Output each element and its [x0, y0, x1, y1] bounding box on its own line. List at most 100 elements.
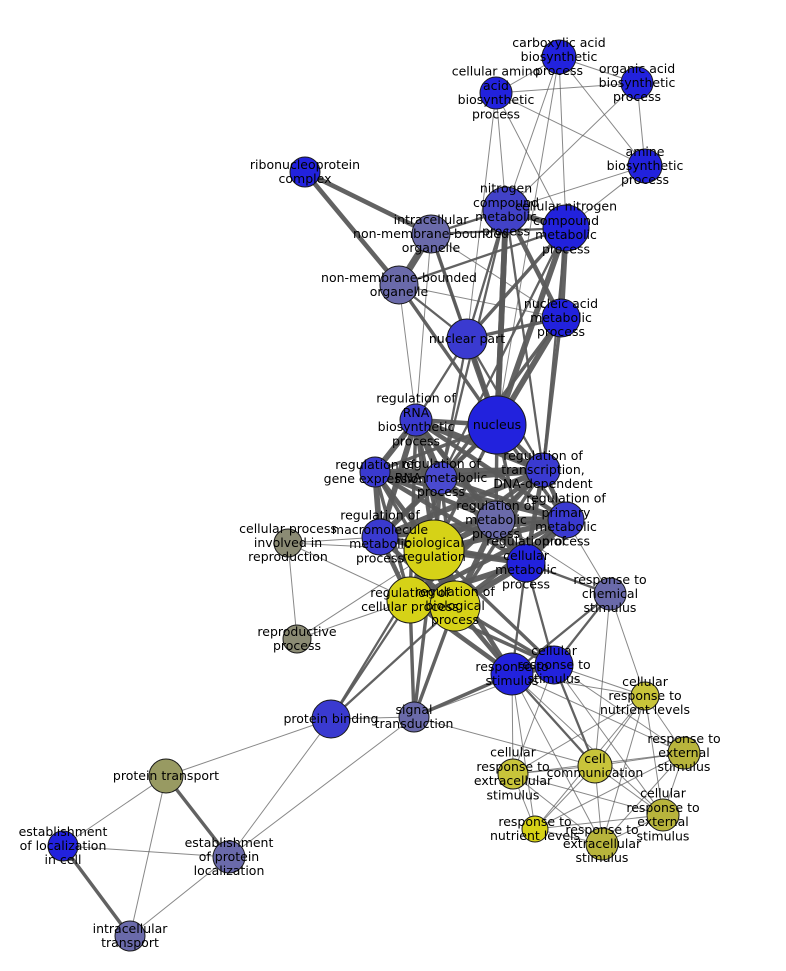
- graph-node-nuclear-part[interactable]: nuclear part: [446, 318, 488, 360]
- graph-node-cellular-nitrogen-compound-metabolic-process[interactable]: cellular nitrogen compound metabolic pro…: [542, 204, 590, 252]
- graph-node-label: protein transport: [113, 768, 219, 783]
- graph-node-regulation-of-biological-process[interactable]: regulation of biological process: [429, 580, 481, 632]
- graph-node-label: cellular nitrogen compound metabolic proces…: [515, 198, 617, 256]
- graph-node-cellular-response-to-extracellular-stimulus[interactable]: cellular response to extracellular stimu…: [497, 758, 529, 790]
- graph-node-label: reproductive process: [257, 623, 337, 652]
- graph-edge: [439, 337, 469, 480]
- graph-node-label: non-membrane-bounded organelle: [321, 269, 477, 298]
- graph-edge: [302, 169, 402, 288]
- graph-edge: [644, 695, 664, 816]
- graph-node-label: cellular process involved in reproduction: [239, 520, 337, 563]
- graph-node-label: nuclear part: [429, 331, 505, 346]
- graph-node-biological-regulation[interactable]: biological regulation: [403, 519, 465, 581]
- graph-node-label: amine biosynthetic process: [607, 143, 684, 186]
- graph-node-response-to-extracellular-stimulus[interactable]: response to extracellular stimulus: [585, 827, 619, 861]
- graph-edge: [511, 673, 685, 754]
- graph-edge: [129, 775, 167, 937]
- graph-edge: [398, 284, 417, 421]
- graph-edge: [228, 718, 332, 858]
- graph-edge: [511, 673, 603, 845]
- graph-node-regulation-of-rna-biosynthetic-process[interactable]: regulation of RNA biosynthetic process: [399, 403, 433, 437]
- graph-node-label: response to external stimulus: [647, 730, 720, 773]
- graph-node-protein-transport[interactable]: protein transport: [148, 758, 184, 794]
- graph-node-non-membrane-bounded-organelle[interactable]: non-membrane-bounded organelle: [379, 265, 419, 305]
- graph-edge: [594, 593, 611, 767]
- graph-edge: [609, 593, 646, 697]
- graph-node-intracellular-non-membrane-bounded-organelle[interactable]: intracellular non-membrane-bounded organ…: [411, 214, 451, 254]
- graph-edge: [430, 233, 562, 319]
- graph-node-response-to-chemical-stimulus[interactable]: response to chemical stimulus: [593, 577, 627, 611]
- graph-node-cellular-response-to-external-stimulus[interactable]: cellular response to external stimulus: [646, 798, 680, 832]
- graph-node-amine-biosynthetic-process[interactable]: amine biosynthetic process: [627, 148, 663, 184]
- graph-edge: [601, 752, 685, 845]
- graph-edge: [165, 718, 332, 777]
- graph-node-intracellular-transport[interactable]: intracellular transport: [114, 920, 146, 952]
- graph-edge: [372, 467, 546, 475]
- graph-edge: [534, 752, 685, 830]
- graph-edge: [439, 226, 568, 480]
- graph-node-label: regulation of cellular process: [361, 584, 459, 613]
- graph-node-carboxylic-acid-biosynthetic-process[interactable]: carboxylic acid biosynthetic process: [541, 39, 577, 75]
- graph-edge: [329, 598, 412, 721]
- graph-node-label: ribonucleoprotein complex: [250, 156, 360, 185]
- graph-node-establishment-of-protein-localization[interactable]: establishment of protein localization: [212, 840, 246, 874]
- graph-edge: [558, 56, 646, 167]
- graph-node-cellular-response-to-stimulus[interactable]: cellular response to stimulus: [534, 645, 574, 685]
- graph-node-label: cellular response to external stimulus: [626, 785, 699, 843]
- graph-node-regulation-of-transcription-dna-dependent[interactable]: regulation of transcription, DNA-depende…: [525, 452, 561, 488]
- graph-edge: [415, 233, 432, 421]
- graph-edge: [534, 814, 664, 830]
- graph-node-label: cellular response to nutrient levels: [600, 673, 690, 716]
- graph-node-nitrogen-compound-metabolic-process[interactable]: nitrogen compound metabolic process: [482, 186, 530, 234]
- graph-node-label: nucleus: [473, 417, 521, 432]
- graph-node-regulation-of-macromolecule-metabolic-process[interactable]: regulation of macromolecule metabolic pr…: [361, 518, 399, 556]
- graph-node-label: regulation of biological process: [415, 583, 495, 626]
- graph-node-label: response to nutrient levels: [490, 813, 580, 842]
- graph-node-label: cellular response to stimulus: [517, 642, 590, 685]
- graph-edge: [512, 773, 664, 816]
- graph-node-label: signal transduction: [375, 701, 454, 730]
- graph-edge: [505, 82, 638, 211]
- graph-node-organic-acid-biosynthetic-process[interactable]: organic acid biosynthetic process: [620, 66, 654, 100]
- graph-edge: [495, 82, 638, 94]
- graph-edge: [329, 604, 457, 721]
- graph-node-establishment-of-localization-in-cell[interactable]: establishment of localization in cell: [47, 830, 79, 862]
- graph-node-cell-communication[interactable]: cell communication: [577, 748, 613, 784]
- graph-node-response-to-external-stimulus[interactable]: response to external stimulus: [667, 736, 701, 770]
- graph-node-regulation-of-cellular-metabolic-process[interactable]: regulation of cellular metabolic process: [506, 543, 546, 583]
- graph-edge: [496, 56, 560, 426]
- graph-node-protein-binding[interactable]: protein binding: [311, 699, 351, 739]
- graph-node-cellular-amino-acid-biosynthetic-process[interactable]: cellular amino acid biosynthetic process: [479, 76, 513, 110]
- graph-node-cellular-process-involved-in-reproduction[interactable]: cellular process involved in reproductio…: [273, 528, 303, 558]
- graph-edge: [601, 695, 646, 845]
- graph-node-nucleus[interactable]: nucleus: [467, 395, 527, 455]
- graph-edge: [511, 673, 536, 830]
- graph-node-ribonucleoprotein-complex[interactable]: ribonucleoprotein complex: [289, 156, 321, 188]
- graph-node-label: response to extracellular stimulus: [563, 821, 642, 864]
- graph-node-cellular-response-to-nutrient-levels[interactable]: cellular response to nutrient levels: [630, 681, 660, 711]
- graph-edge: [512, 773, 603, 845]
- graph-edge: [495, 92, 646, 167]
- graph-node-label: regulation of transcription, DNA-dependent: [493, 447, 592, 490]
- graph-node-label: regulation of cellular metabolic process: [486, 533, 566, 591]
- graph-node-signal-transduction[interactable]: signal transduction: [398, 701, 430, 733]
- graph-edge: [228, 716, 415, 858]
- graph-edge: [494, 225, 569, 428]
- graph-node-label: carboxylic acid biosynthetic process: [512, 34, 605, 77]
- graph-node-regulation-of-primary-metabolic-process[interactable]: regulation of primary metabolic process: [547, 501, 585, 539]
- graph-node-label: regulation of metabolic process: [456, 497, 536, 540]
- graph-node-label: response to stimulus: [475, 658, 548, 687]
- graph-node-response-to-nutrient-levels[interactable]: response to nutrient levels: [521, 815, 549, 843]
- graph-node-reproductive-process[interactable]: reproductive process: [282, 624, 312, 654]
- graph-node-nucleic-acid-metabolic-process[interactable]: nucleic acid metabolic process: [541, 298, 581, 338]
- graph-node-regulation-of-rna-metabolic-process[interactable]: regulation of RNA metabolic process: [424, 461, 458, 495]
- graph-edge: [495, 519, 611, 595]
- graph-node-response-to-stimulus[interactable]: response to stimulus: [490, 652, 534, 696]
- graph-edge: [505, 165, 646, 211]
- graph-node-regulation-of-metabolic-process[interactable]: regulation of metabolic process: [476, 500, 516, 540]
- graph-edge: [287, 542, 298, 640]
- graph-node-regulation-of-gene-expression[interactable]: regulation of gene expression: [359, 456, 391, 488]
- graph-node-label: biological regulation: [402, 534, 466, 563]
